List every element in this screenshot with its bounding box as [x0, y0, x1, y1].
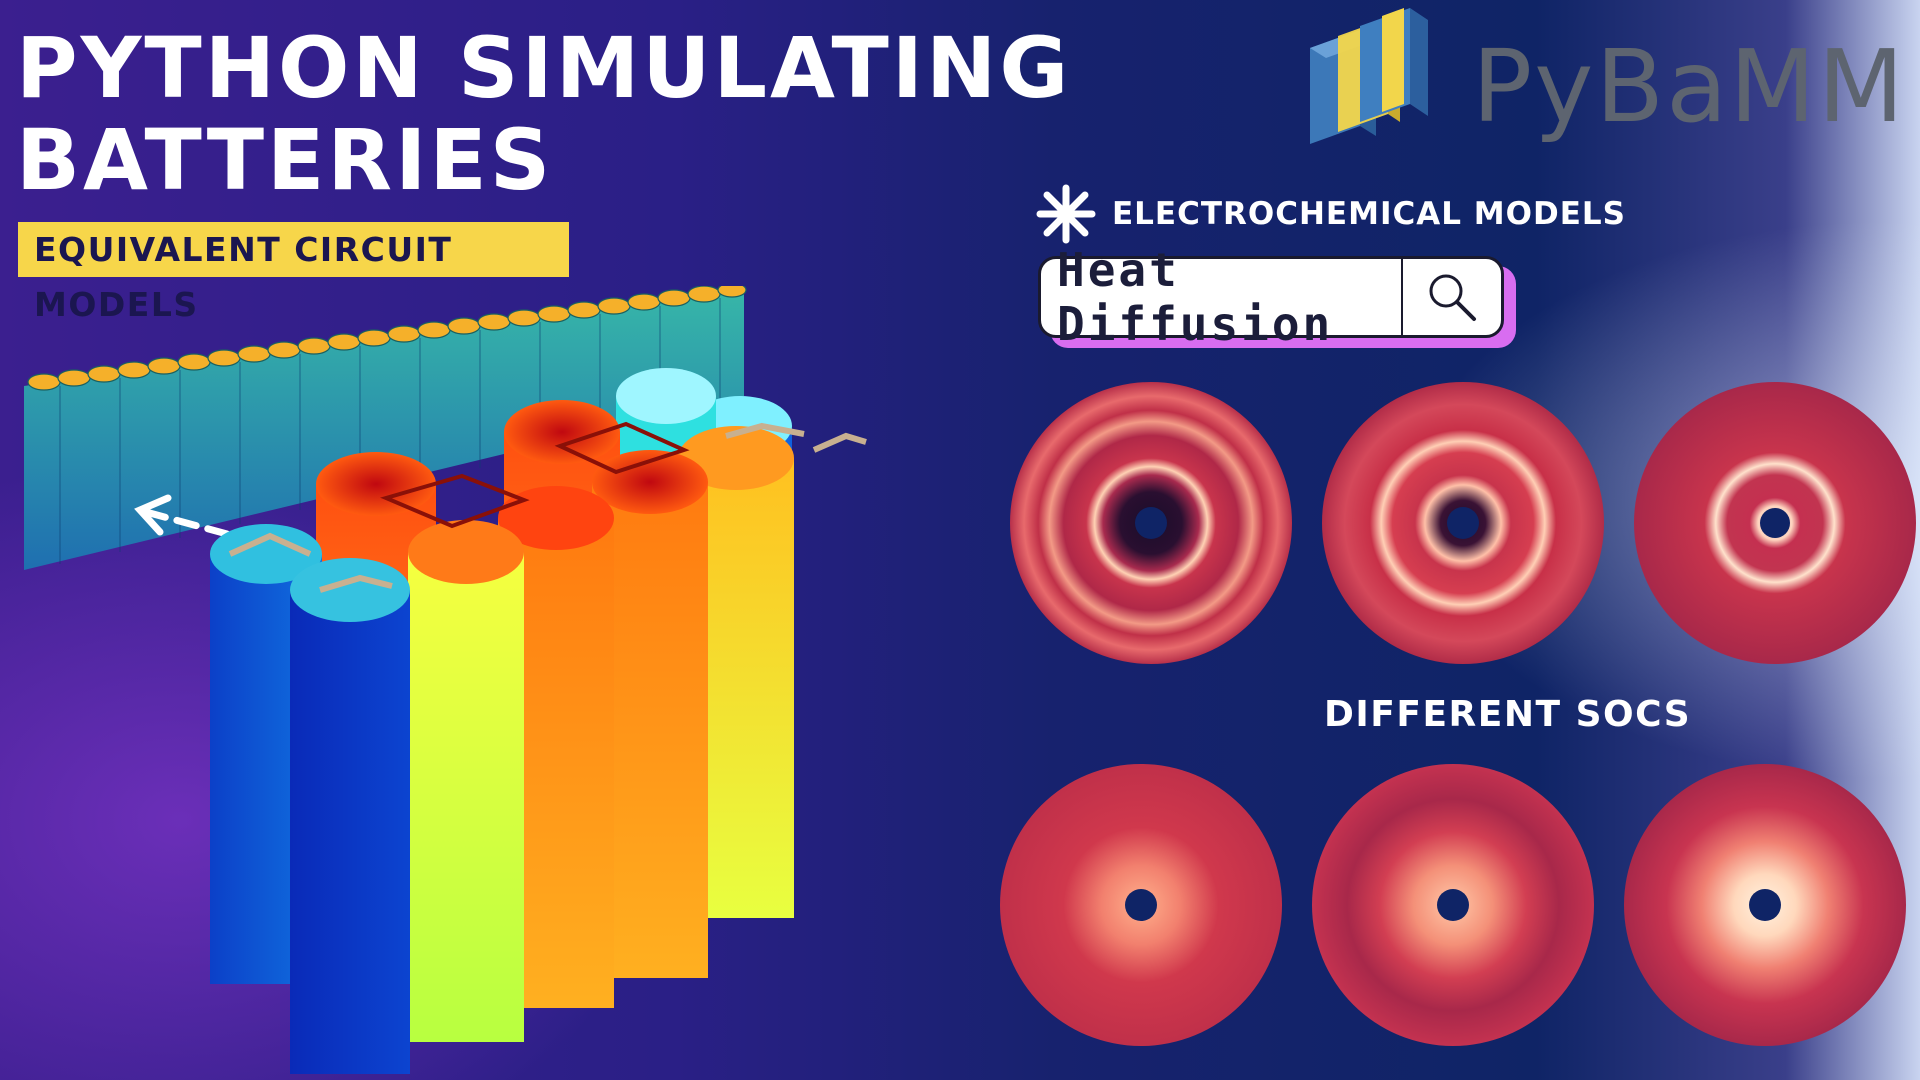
search-button[interactable]: [1403, 257, 1501, 337]
electrochemical-models-label: ELECTROCHEMICAL MODELS: [1112, 196, 1626, 232]
subtitle-tag: EQUIVALENT CIRCUIT MODELS: [18, 222, 569, 324]
search-box[interactable]: Heat Diffusion: [1038, 243, 1516, 351]
heat-disc-2: [1322, 382, 1604, 664]
page-title: PYTHON SIMULATING BATTERIES: [16, 22, 1071, 206]
battery-pack-illustration: [24, 286, 867, 1074]
pybamm-logo-icon: [1310, 8, 1428, 144]
search-icon: [1429, 274, 1477, 321]
search-input[interactable]: Heat Diffusion: [1057, 243, 1334, 351]
soc-disc-3: [1624, 764, 1906, 1046]
different-socs-caption: DIFFERENT SOCS: [1324, 694, 1692, 735]
electrochemical-models-row: ELECTROCHEMICAL MODELS: [1036, 184, 1626, 244]
pybamm-wordmark: PyBaMM: [1472, 28, 1906, 145]
asterisk-icon: [1036, 184, 1096, 244]
soc-disc-2: [1312, 764, 1594, 1046]
title-line-2: BATTERIES: [16, 111, 554, 209]
heat-disc-1: [1010, 382, 1292, 664]
search-box-frame[interactable]: Heat Diffusion: [1038, 243, 1504, 351]
heat-disc-3: [1634, 382, 1916, 664]
soc-disc-1: [1000, 764, 1282, 1046]
search-divider: [1401, 257, 1404, 337]
title-line-1: PYTHON SIMULATING: [16, 19, 1072, 117]
